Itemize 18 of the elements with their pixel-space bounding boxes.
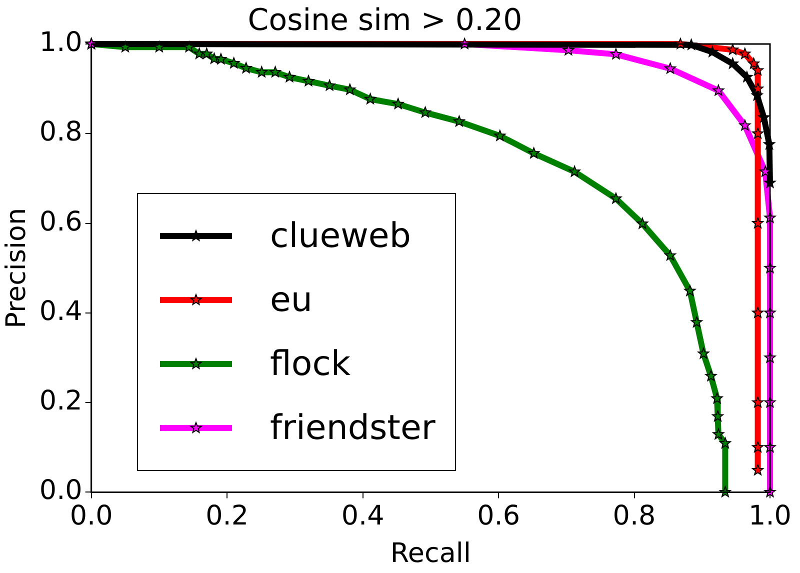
x-tick-label: 0.4 — [341, 500, 384, 532]
y-tick-label: 0.4 — [39, 296, 82, 327]
x-tick-label: 1.0 — [748, 500, 792, 532]
legend-label: eu — [270, 280, 312, 320]
x-tick-label: 0.8 — [612, 500, 656, 532]
y-tick-label: 0.8 — [39, 116, 82, 148]
x-tick-label: 0.6 — [477, 500, 520, 532]
legend-label: flock — [270, 344, 351, 384]
x-tick-label: 0.2 — [206, 500, 249, 532]
y-tick-label: 0.6 — [39, 206, 82, 238]
legend-label: friendster — [270, 408, 436, 448]
legend-label: clueweb — [270, 216, 411, 256]
chart-title: Cosine sim > 0.20 — [248, 2, 522, 38]
x-axis-title: Recall — [390, 538, 471, 569]
y-tick-label: 0.2 — [39, 386, 82, 417]
y-tick-label: 1.0 — [39, 27, 82, 58]
x-tick-label: 0.0 — [70, 500, 113, 532]
y-axis-title: Precision — [1, 208, 32, 328]
